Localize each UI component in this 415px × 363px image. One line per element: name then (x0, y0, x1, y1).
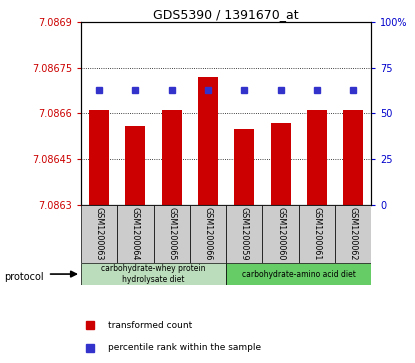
Bar (117, 205, 154, 263)
Text: carbohydrate-amino acid diet: carbohydrate-amino acid diet (242, 270, 356, 278)
Text: transformed count: transformed count (108, 321, 192, 330)
Text: GSM1200065: GSM1200065 (167, 207, 176, 261)
Text: protocol: protocol (4, 272, 44, 282)
Bar (271, 123, 290, 205)
Bar (190, 205, 226, 263)
Text: GSM1200059: GSM1200059 (240, 207, 249, 261)
Bar (299, 205, 335, 263)
Bar (226, 205, 263, 263)
Bar (81, 205, 117, 263)
Bar (343, 110, 363, 205)
Text: GSM1200060: GSM1200060 (276, 207, 285, 261)
Bar (335, 205, 371, 263)
Text: percentile rank within the sample: percentile rank within the sample (108, 343, 261, 352)
Bar (234, 129, 254, 205)
Bar (198, 77, 218, 205)
Text: carbohydrate-whey protein
hydrolysate diet: carbohydrate-whey protein hydrolysate di… (101, 264, 206, 284)
Text: GSM1200064: GSM1200064 (131, 207, 140, 261)
Text: GSM1200062: GSM1200062 (349, 207, 358, 261)
Title: GDS5390 / 1391670_at: GDS5390 / 1391670_at (154, 8, 299, 21)
Bar (81, 263, 226, 285)
Bar (125, 126, 145, 205)
Bar (154, 205, 190, 263)
Text: GSM1200063: GSM1200063 (95, 207, 104, 261)
Text: GSM1200066: GSM1200066 (203, 207, 212, 261)
Bar (162, 110, 182, 205)
Bar (226, 263, 371, 285)
Bar (263, 205, 299, 263)
Text: GSM1200061: GSM1200061 (312, 207, 322, 261)
Bar (307, 110, 327, 205)
Bar (89, 110, 109, 205)
